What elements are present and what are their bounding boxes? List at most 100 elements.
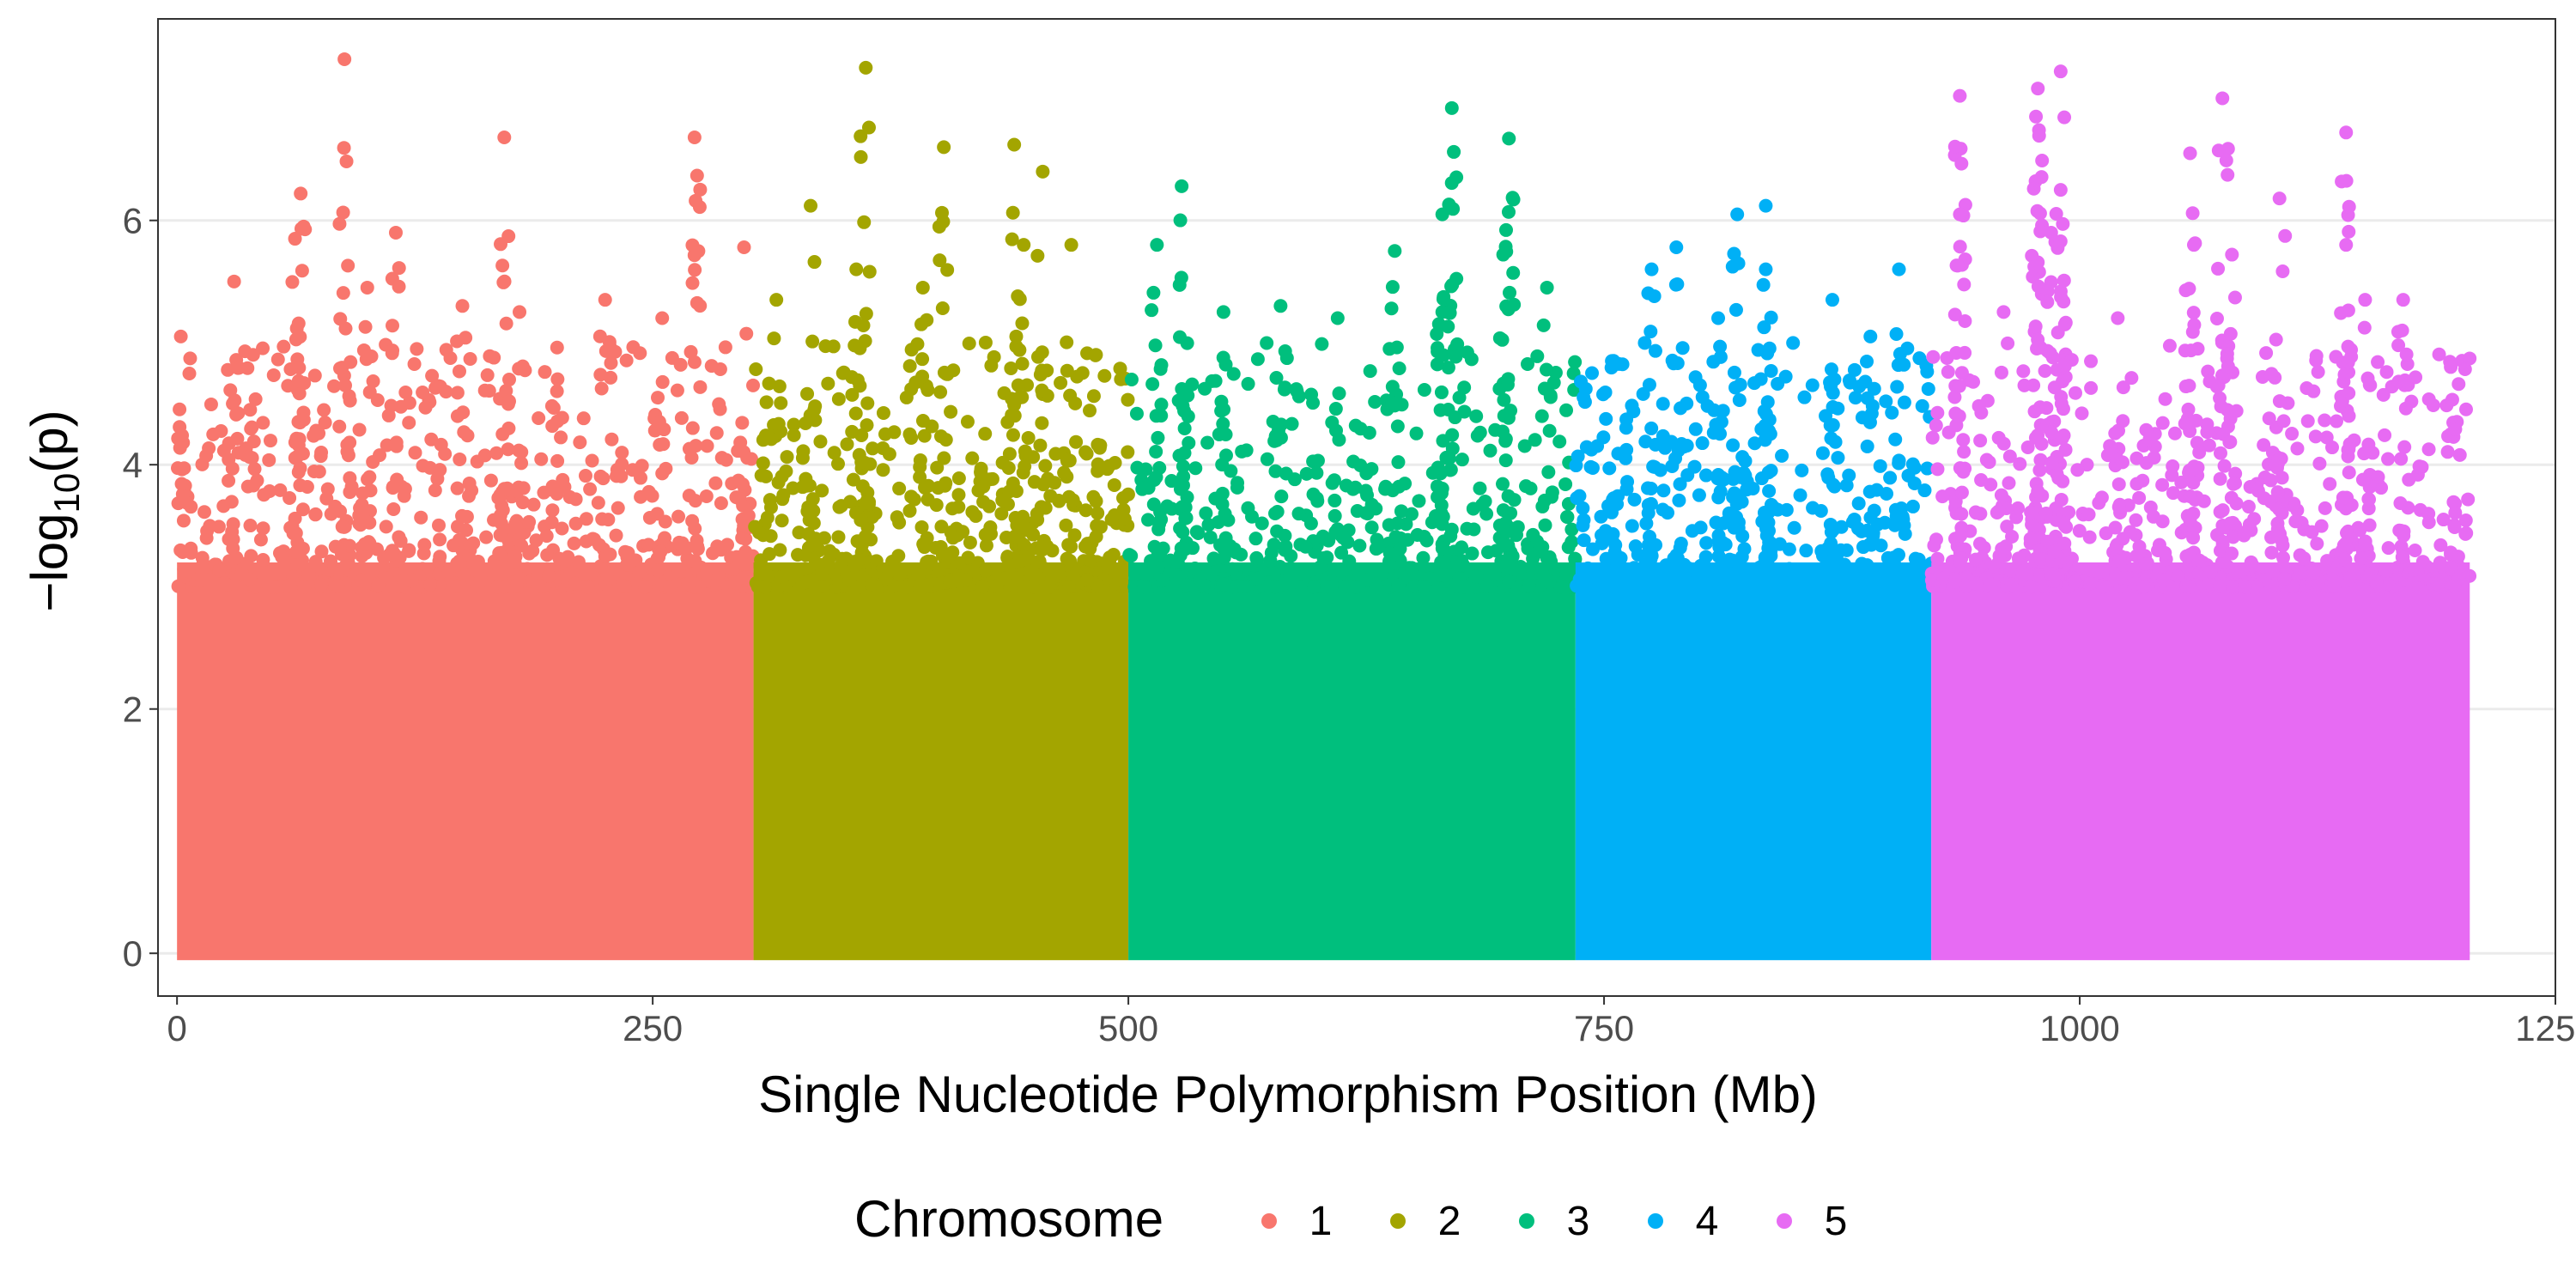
series-5-point xyxy=(2458,361,2472,376)
series-5-point xyxy=(2399,347,2414,361)
series-1-point xyxy=(563,565,578,580)
series-5-point xyxy=(2330,414,2344,428)
series-5-point xyxy=(2053,234,2068,249)
series-2-point xyxy=(1033,368,1048,382)
series-5-point xyxy=(2433,538,2448,552)
series-1-point xyxy=(332,542,347,556)
series-3-point xyxy=(1449,271,1464,286)
series-1-point xyxy=(262,453,276,467)
series-3-point xyxy=(1417,382,1431,397)
series-2-point xyxy=(1113,361,1127,376)
series-1-point xyxy=(438,447,453,461)
series-5-point xyxy=(2297,551,2312,566)
series-5-point xyxy=(2116,380,2130,395)
series-1-point xyxy=(174,477,189,491)
series-5-point xyxy=(1958,345,1972,360)
series-5-point xyxy=(2186,507,2201,521)
series-5-point xyxy=(2047,568,2062,583)
series-1-point xyxy=(688,494,702,508)
series-1-point xyxy=(450,579,465,593)
series-2-point xyxy=(978,427,993,441)
series-5-point xyxy=(2209,311,2224,325)
series-1-point xyxy=(295,264,309,278)
series-2-point xyxy=(1068,396,1083,410)
series-5-point xyxy=(1954,485,1969,500)
series-1-point xyxy=(657,531,671,545)
series-4-point xyxy=(1674,578,1688,592)
series-1-point xyxy=(343,485,357,500)
series-1-point xyxy=(746,378,761,392)
series-1-peak-point xyxy=(737,240,751,255)
series-3-point xyxy=(1517,439,1532,453)
series-4-point xyxy=(1779,502,1794,517)
series-3-point xyxy=(1468,580,1483,594)
series-1-point xyxy=(293,461,307,476)
series-4-point xyxy=(1782,542,1796,556)
series-3-point xyxy=(1538,518,1552,532)
series-5-point xyxy=(2458,526,2473,541)
series-1-point xyxy=(507,555,522,569)
series-2-point xyxy=(892,568,907,582)
series-1-point xyxy=(431,518,446,532)
series-3-peak-point xyxy=(1502,131,1516,146)
series-1-point xyxy=(450,409,465,423)
series-5-point xyxy=(2421,442,2436,457)
series-5-point xyxy=(2237,526,2251,540)
series-5-point xyxy=(2084,380,2099,395)
series-4-peak-point xyxy=(1669,240,1684,255)
series-1-point xyxy=(283,490,297,505)
series-1-point xyxy=(385,547,399,562)
series-2-point xyxy=(756,456,770,471)
series-5-point xyxy=(2068,386,2082,400)
series-1-point xyxy=(292,555,307,569)
series-3-point xyxy=(1268,507,1283,521)
series-5-point xyxy=(2241,500,2256,514)
series-2-point xyxy=(855,479,870,494)
series-1-point xyxy=(592,329,607,343)
series-3-point xyxy=(1218,427,1233,441)
series-4-point xyxy=(1764,464,1778,478)
series-2-point xyxy=(840,437,854,452)
series-1-point xyxy=(222,436,236,451)
series-3-point xyxy=(1394,504,1408,519)
series-1-point xyxy=(670,383,684,398)
series-3-point xyxy=(1151,430,1165,445)
series-4-point xyxy=(1628,539,1643,554)
series-2-point xyxy=(1062,579,1077,593)
series-5-point xyxy=(2191,579,2206,593)
series-3-peak-point xyxy=(1540,280,1554,295)
series-5-point xyxy=(2050,466,2064,481)
series-1-point xyxy=(314,445,329,459)
series-3-point xyxy=(1559,510,1574,525)
series-1-point xyxy=(499,384,513,398)
series-1-point xyxy=(439,385,453,399)
series-3-point xyxy=(1536,318,1551,332)
series-5-point xyxy=(2192,445,2207,459)
series-5-point xyxy=(2138,556,2153,571)
series-5-point xyxy=(2103,446,2117,460)
series-5-point xyxy=(2343,570,2358,585)
series-2-point xyxy=(876,463,890,477)
series-5-point xyxy=(2263,473,2278,488)
x-tick-label: 1250 xyxy=(2515,1008,2576,1048)
series-5-point xyxy=(2401,501,2415,515)
series-3-point xyxy=(1470,428,1485,443)
series-4-point xyxy=(1746,481,1760,495)
series-4-point xyxy=(1896,512,1911,526)
series-2-point xyxy=(764,432,779,447)
series-1-point xyxy=(173,440,187,455)
series-1-peak-point xyxy=(655,311,670,325)
series-5-point xyxy=(1947,139,1962,154)
series-2-point xyxy=(1009,329,1024,343)
series-1-point xyxy=(392,279,406,294)
series-1-point xyxy=(501,421,516,435)
series-1-point xyxy=(545,419,560,434)
series-1-point xyxy=(732,555,747,569)
series-2-point xyxy=(800,386,815,401)
series-1-point xyxy=(298,222,313,237)
series-1-point xyxy=(256,553,270,568)
series-4-point xyxy=(1627,561,1642,575)
series-3-point xyxy=(1535,540,1550,555)
series-2-point xyxy=(1005,205,1020,220)
series-5-point xyxy=(2264,579,2279,593)
